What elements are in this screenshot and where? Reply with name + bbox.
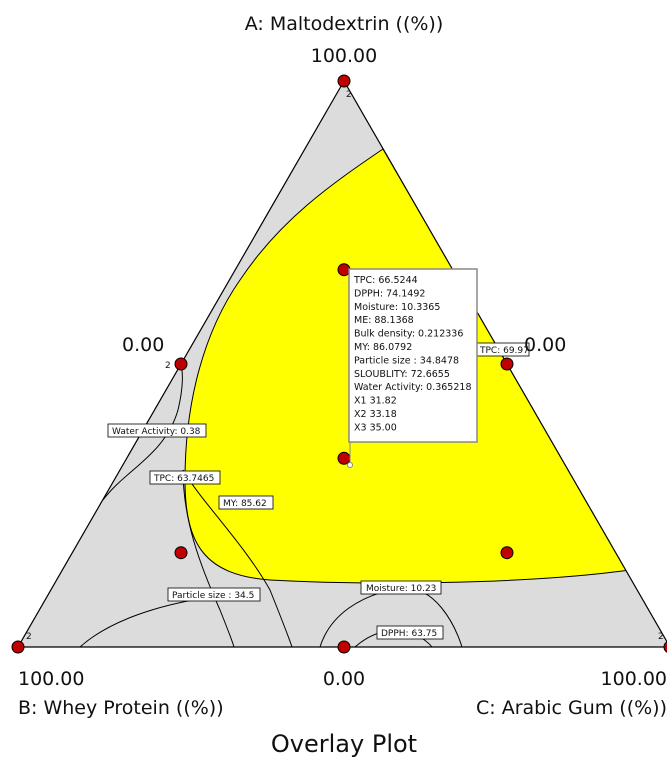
point-tooltip: TPC: 66.5244 DPPH: 74.1492 Moisture: 10.33… [347, 268, 478, 468]
design-points: 2 2 2 2 [11, 74, 667, 654]
axis-label-c: C: Arabic Gum ((%)) [476, 697, 667, 719]
contour-tag: MY: 85.62 [218, 495, 274, 510]
vertex-label-c: 100.00 [601, 668, 667, 690]
contour-tag-tpc-left: TPC: 63.7465 [153, 474, 214, 484]
tooltip-line: DPPH: 74.1492 [354, 288, 425, 299]
chart-title: Overlay Plot [271, 730, 417, 758]
vertex-label-a: 100.00 [311, 45, 377, 67]
design-point [337, 640, 351, 654]
tooltip-line: Particle size : 34.8478 [354, 355, 459, 366]
contour-tag-dpph: DPPH: 63.75 [381, 629, 437, 639]
tooltip-line: Bulk density: 0.212336 [354, 329, 463, 340]
tooltip-line: ME: 88.1368 [354, 315, 414, 326]
contour-tag: DPPH: 63.75 [376, 625, 444, 640]
design-point [337, 74, 351, 88]
replicate-count-label: 2 [26, 632, 32, 642]
replicate-count-label: 2 [346, 90, 352, 100]
contour-lines [79, 362, 463, 647]
tooltip-line: X1 31.82 [354, 396, 397, 407]
design-point [500, 357, 514, 371]
edge-label-left: 0.00 [122, 334, 164, 356]
axis-label-a: A: Maltodextrin ((%)) [245, 13, 443, 35]
design-point [663, 641, 667, 653]
replicate-count-label: 2 [165, 361, 171, 371]
contour-tag-water-activity: Water Activity: 0.38 [112, 427, 201, 437]
design-point [337, 451, 351, 465]
tooltip-line: Water Activity: 0.365218 [354, 382, 472, 393]
contour-tag-particle-size: Particle size : 34.5 [172, 591, 254, 601]
contour-tag: TPC: 63.7465 [149, 470, 221, 485]
contour-my [182, 469, 293, 647]
contour-tag-my: MY: 85.62 [223, 499, 267, 509]
design-point [337, 263, 351, 277]
design-point [11, 640, 25, 654]
edge-label-bottom: 0.00 [323, 668, 365, 690]
design-point [500, 546, 514, 560]
axis-label-b: B: Whey Protein ((%)) [18, 697, 224, 719]
contour-tag-tpc-right: TPC: 69.97 [479, 346, 529, 356]
contour-tag: TPC: 69.97 [476, 342, 530, 357]
contour-tag-moisture: Moisture: 10.23 [366, 584, 436, 594]
contour-tag: Particle size : 34.5 [167, 587, 261, 602]
contour-tag: Water Activity: 0.38 [107, 423, 207, 438]
edge-label-right: 0.00 [524, 334, 566, 356]
tooltip-line: SLOUBLITY: 72.6655 [354, 369, 450, 380]
design-point [174, 546, 188, 560]
contour-water-activity [102, 362, 183, 501]
tooltip-line: Moisture: 10.3365 [354, 302, 440, 313]
tooltip-line: X3 35.00 [354, 422, 397, 433]
replicate-count-label: 2 [658, 632, 664, 642]
contour-tag: Moisture: 10.23 [360, 580, 442, 595]
vertex-label-b: 100.00 [18, 668, 84, 690]
tooltip-line: TPC: 66.5244 [353, 275, 418, 286]
design-point [174, 357, 188, 371]
tooltip-line: X2 33.18 [354, 409, 397, 420]
tooltip-line: MY: 86.0792 [354, 342, 412, 353]
